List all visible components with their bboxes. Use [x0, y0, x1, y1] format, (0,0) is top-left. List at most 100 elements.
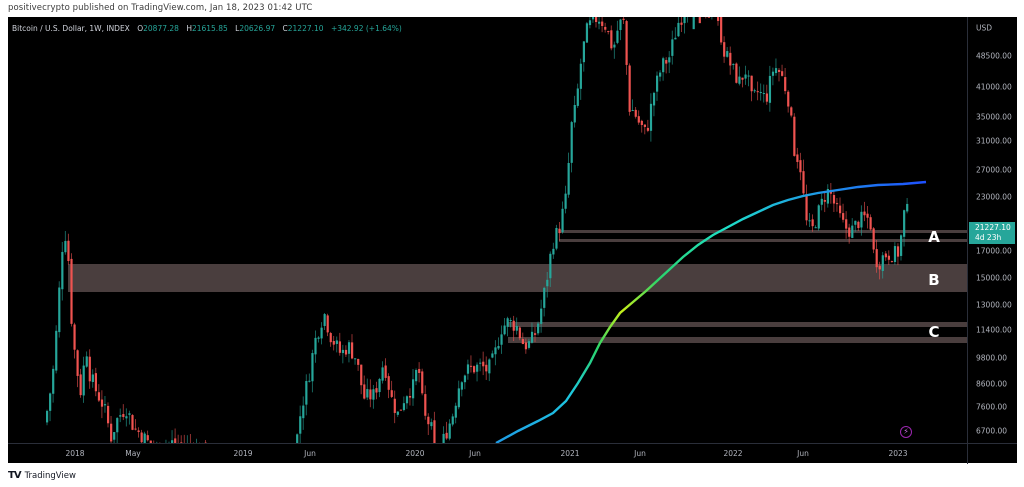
candle	[122, 414, 125, 418]
candle	[598, 21, 601, 24]
candle	[55, 330, 58, 371]
candle	[628, 65, 631, 112]
candle	[366, 389, 369, 398]
lightning-icon[interactable]: ⚡	[900, 426, 912, 438]
candle	[476, 364, 479, 372]
price-tick: 11400.00	[976, 325, 1012, 335]
candle	[750, 75, 753, 92]
candle	[668, 57, 671, 63]
candle	[595, 17, 598, 23]
candle	[320, 327, 323, 339]
candle	[622, 18, 625, 21]
candle	[857, 221, 860, 229]
candle	[887, 255, 890, 260]
price-axis[interactable]: USD 48500.00 41000.00 35000.00 31000.00 2700…	[967, 17, 1018, 443]
symbol-title: Bitcoin / U.S. Dollar, 1W, INDEX	[12, 24, 130, 33]
candle	[893, 246, 897, 263]
candle	[759, 91, 762, 93]
candle	[67, 240, 70, 262]
candle	[549, 253, 552, 279]
time-axis[interactable]: 2018 May 2019 Jun 2020 Jun 2021 Jun 2022 Jun 2023	[8, 443, 1017, 464]
candle	[774, 68, 778, 74]
candle	[445, 432, 448, 439]
candle	[631, 110, 634, 112]
candle	[778, 69, 781, 72]
candle	[881, 255, 884, 271]
candle	[454, 405, 457, 418]
candle	[110, 423, 113, 442]
candle	[378, 378, 381, 393]
candlestick-plot[interactable]	[8, 17, 967, 443]
time-tick: 2018	[65, 449, 85, 458]
time-tick: 2020	[405, 449, 425, 458]
candle	[906, 203, 909, 212]
open-value: 20877.28	[143, 24, 179, 33]
candle	[125, 416, 128, 419]
price-tick: 35000.00	[976, 112, 1012, 122]
candle	[49, 393, 52, 411]
candle	[802, 171, 805, 194]
candle	[113, 432, 116, 440]
candle	[790, 107, 793, 116]
candle	[296, 434, 299, 443]
candle	[848, 227, 851, 237]
candle	[488, 359, 491, 374]
candle	[530, 331, 534, 343]
candle	[698, 17, 701, 24]
candle	[503, 325, 506, 335]
candle	[567, 162, 570, 195]
price-tick: 41000.00	[976, 82, 1012, 92]
candle	[634, 109, 637, 117]
candle	[390, 390, 393, 397]
time-tick: 2019	[233, 449, 253, 458]
candle	[744, 74, 747, 79]
candle	[832, 195, 836, 204]
candle	[405, 396, 409, 404]
time-tick: Jun	[304, 449, 316, 458]
candle	[878, 265, 881, 270]
candle	[662, 58, 665, 73]
candle	[765, 93, 768, 102]
price-tick: 15000.00	[976, 273, 1012, 283]
high-value: 21615.85	[191, 24, 228, 33]
candle	[332, 340, 335, 345]
candle	[659, 72, 662, 77]
price-tick: 48500.00	[976, 51, 1012, 61]
candle	[82, 365, 85, 396]
candle	[808, 220, 811, 222]
candle	[729, 52, 732, 66]
candle	[421, 371, 424, 394]
candle	[180, 442, 183, 443]
time-tick: Jun	[797, 449, 809, 458]
candle	[747, 75, 750, 77]
candle	[640, 120, 643, 125]
candle	[570, 122, 573, 163]
candle	[317, 337, 320, 339]
tradingview-brand: TradingView	[24, 470, 76, 481]
candle	[146, 435, 149, 441]
symbol-legend: Bitcoin / U.S. Dollar, 1W, INDEX O20877.…	[12, 24, 402, 33]
candle	[768, 75, 772, 103]
candle	[375, 388, 378, 393]
candle	[521, 339, 524, 345]
candle	[103, 404, 107, 406]
candle	[79, 374, 82, 396]
candle	[497, 346, 500, 349]
candle	[171, 440, 174, 443]
candle	[842, 213, 845, 220]
candle	[793, 116, 796, 156]
candle	[555, 227, 558, 249]
candle	[805, 194, 808, 221]
price-tick: 17000.00	[976, 246, 1012, 256]
candle	[116, 418, 119, 433]
candle	[518, 327, 521, 339]
candle	[863, 211, 866, 216]
candle	[845, 219, 848, 229]
candle	[839, 205, 842, 214]
price-tick: 23000.00	[976, 192, 1012, 202]
candle	[613, 44, 616, 48]
candle	[338, 341, 341, 353]
candle	[463, 375, 467, 383]
candle	[619, 19, 622, 31]
candle	[524, 342, 528, 350]
